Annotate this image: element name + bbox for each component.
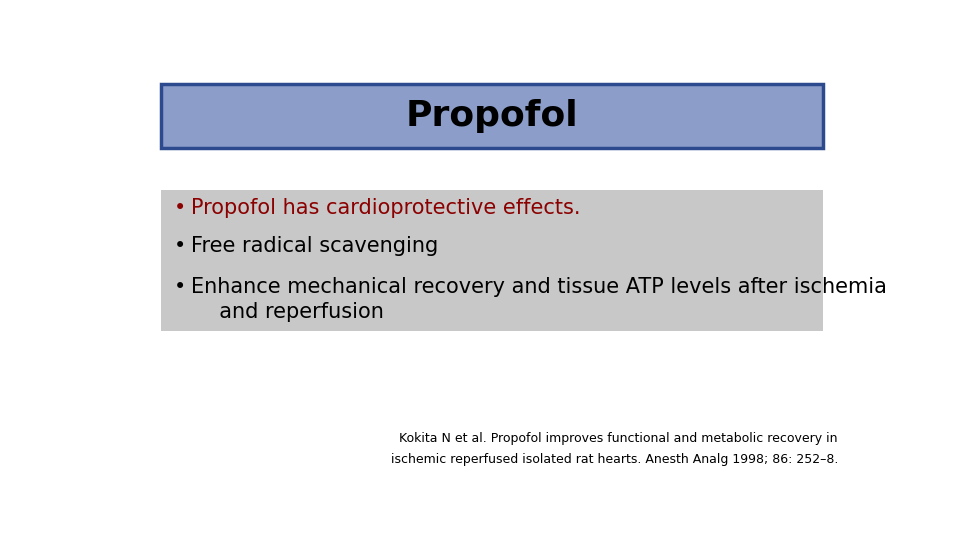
Text: Enhance mechanical recovery and tissue ATP levels after ischemia: Enhance mechanical recovery and tissue A… (191, 277, 886, 297)
Text: •: • (174, 235, 186, 255)
Text: •: • (174, 277, 186, 297)
Text: Kokita N et al. Propofol improves functional and metabolic recovery in: Kokita N et al. Propofol improves functi… (399, 432, 838, 445)
Text: and reperfusion: and reperfusion (205, 302, 383, 322)
FancyBboxPatch shape (161, 84, 823, 148)
Text: Propofol: Propofol (406, 99, 578, 133)
Text: Propofol has cardioprotective effects.: Propofol has cardioprotective effects. (191, 198, 580, 218)
Text: ischemic reperfused isolated rat hearts. Anesth Analg 1998; 86: 252–8.: ischemic reperfused isolated rat hearts.… (391, 453, 838, 466)
FancyBboxPatch shape (161, 190, 823, 331)
Text: •: • (174, 198, 186, 218)
Text: Free radical scavenging: Free radical scavenging (191, 235, 438, 255)
